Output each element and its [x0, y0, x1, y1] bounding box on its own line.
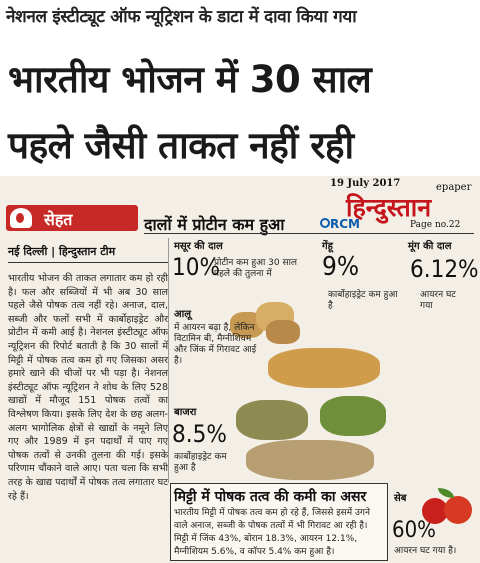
- soil-box: [170, 483, 388, 561]
- rcm-logo-text: RCM: [330, 217, 360, 231]
- section-rule: [144, 233, 474, 234]
- article-body: भारतीय भोजन की ताकत लगातार कम हो रही है।…: [8, 273, 168, 502]
- section-title: दालों में प्रोटीन कम हुआ: [144, 215, 285, 234]
- masthead-epaper: epaper: [436, 182, 472, 193]
- page-number: Page no.22: [410, 220, 461, 230]
- apple-note: आयरन घट गया है।: [394, 546, 457, 556]
- soil-title: मिट्टी में पोषक तत्व की कमी का असर: [174, 489, 367, 505]
- moong-value: 6.12%: [410, 255, 479, 283]
- headline-line-2: पहले जैसी ताकत नहीं रही: [8, 124, 354, 167]
- masthead-date: 19 July 2017: [330, 178, 401, 189]
- millet-image: [236, 400, 308, 440]
- bajra-label: बाजरा: [174, 407, 197, 418]
- bajra-value: 8.5%: [172, 420, 227, 448]
- bajra-note: कार्बोहाइड्रेट कम हुआ है: [174, 452, 227, 473]
- rcm-logo-icon: [320, 218, 330, 228]
- potato-image: [230, 300, 302, 346]
- moong-note: आयरन घट गया: [420, 290, 456, 311]
- apple-image: [420, 488, 476, 528]
- moong-image: [320, 396, 386, 436]
- dateline-rule: [8, 262, 168, 263]
- wheat-note: कार्बोहाइड्रेट कम हुआ है: [328, 290, 398, 311]
- section-label: सेहत: [44, 210, 73, 229]
- masthead-brand-logo: हिन्दुस्तान: [346, 193, 432, 222]
- wheat-grains-image: [268, 348, 380, 388]
- aloo-label: आलू: [174, 309, 191, 320]
- aloo-note: में आयरन बढ़ा है, लेकिन विटामिन बी, मैग्…: [174, 323, 257, 366]
- soil-text: भारतीय मिट्टी में पोषक तत्व कम हो रहे है…: [174, 508, 370, 557]
- column-divider: [168, 238, 169, 483]
- masoor-value: 10%: [172, 253, 220, 281]
- moong-label: मूंग की दाल: [408, 241, 452, 252]
- lentil-image: [246, 440, 374, 480]
- health-icon: [10, 208, 32, 228]
- wheat-value: 9%: [322, 252, 360, 282]
- wheat-label: गेंहू: [322, 241, 333, 252]
- masoor-label: मसूर की दाल: [174, 241, 223, 252]
- apple-label: सेब: [394, 493, 407, 504]
- masoor-note: प्रोटीन कम हुआ 30 साल पहले की तुलना में: [214, 258, 297, 279]
- headline-line-1: भारतीय भोजन में 30 साल: [8, 58, 372, 101]
- article-dateline: नई दिल्ली | हिन्दुस्तान टीम: [8, 245, 116, 258]
- kicker: नेशनल इंस्टीट्यूट ऑफ न्यूट्रिशन के डाटा …: [6, 7, 357, 27]
